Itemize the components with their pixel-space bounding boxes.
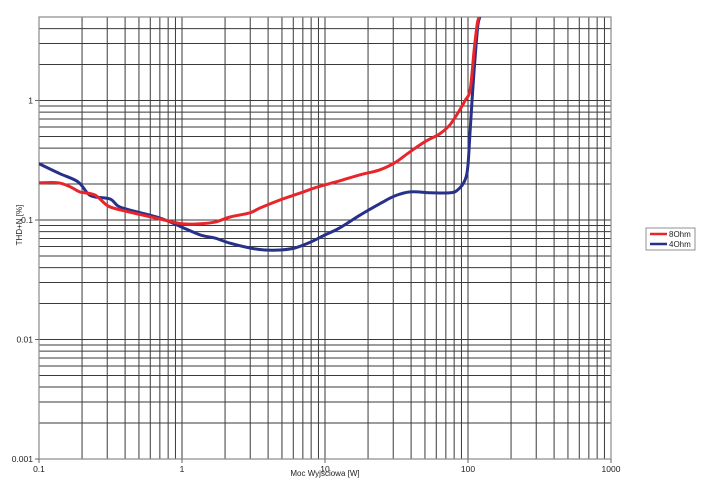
x-axis-ticks: 0.1 1 10 100 1000 [33, 459, 621, 474]
x-tick-label: 1 [180, 464, 185, 474]
x-tick-label: 10 [320, 464, 330, 474]
legend-label-8ohm: 8Ohm [669, 230, 691, 239]
series-line-4ohm [39, 17, 482, 252]
x-axis-title: Moc Wyjściowa [W] [290, 469, 359, 478]
y-tick-label: 0.1 [21, 215, 33, 225]
legend: 8Ohm 4Ohm [645, 227, 696, 251]
series-layer [39, 17, 482, 252]
y-tick-label: 0.01 [16, 335, 33, 345]
x-tick-label: 1000 [602, 464, 621, 474]
x-tick-label: 100 [461, 464, 475, 474]
y-tick-label: 1 [28, 96, 33, 106]
legend-label-4ohm: 4Ohm [669, 240, 691, 249]
series-line-8ohm [39, 17, 481, 226]
y-axis-ticks: 0.001 0.01 0.1 1 [12, 96, 39, 464]
y-axis-title: THD+N [%] [15, 205, 24, 246]
plot-grid [39, 17, 611, 459]
x-tick-label: 0.1 [33, 464, 45, 474]
y-tick-label: 0.001 [12, 454, 34, 464]
